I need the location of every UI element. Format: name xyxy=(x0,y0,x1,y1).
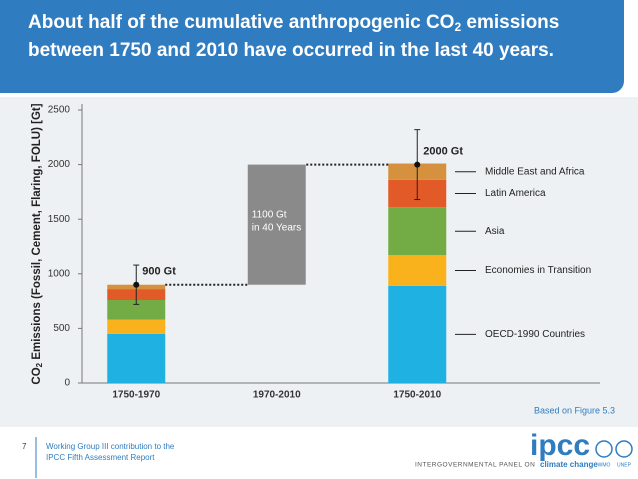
legend-label: OECD-1990 Countries xyxy=(485,329,585,340)
chart-panel xyxy=(0,97,638,427)
emblem-label: UNEP xyxy=(617,462,632,468)
legend-label: Latin America xyxy=(485,188,546,199)
title-subscript: 2 xyxy=(454,20,462,34)
legend-label: Economies in Transition xyxy=(485,265,591,276)
wmo-emblem xyxy=(595,440,613,458)
footer-text: Working Group III contribution to the xyxy=(46,442,175,451)
total-marker xyxy=(414,161,421,168)
y-tick-label: 500 xyxy=(53,323,70,334)
bar-segment xyxy=(107,319,166,334)
title-text: between 1750 and 2010 have occurred in t… xyxy=(28,40,554,61)
y-tick-label: 2000 xyxy=(48,159,71,170)
y-tick-label: 1000 xyxy=(48,268,71,279)
x-tick-label: 1970-2010 xyxy=(253,390,301,401)
unep-emblem xyxy=(615,440,633,458)
total-label: 2000 Gt xyxy=(423,146,463,158)
slide-title: About half of the cumulative anthropogen… xyxy=(28,9,559,65)
source-note: Based on Figure 5.3 xyxy=(534,405,615,415)
total-label: 900 Gt xyxy=(142,266,176,278)
title-text: emissions xyxy=(461,12,560,33)
footer-text: IPCC Fifth Assessment Report xyxy=(46,453,155,462)
bar-segment xyxy=(107,300,166,320)
y-label-text: Emissions (Fossil, Cement, Flaring, FOLU… xyxy=(31,103,43,363)
y-tick-label: 1500 xyxy=(48,214,71,225)
increment-label: 1100 Gt xyxy=(252,210,287,221)
title-text: About half of the cumulative anthropogen… xyxy=(28,12,455,33)
y-tick-label: 0 xyxy=(64,378,70,389)
increment-bar xyxy=(247,164,306,285)
emblem-label: WMO xyxy=(598,462,611,468)
bar-segment xyxy=(388,285,447,383)
y-axis-label: CO2 Emissions (Fossil, Cement, Flaring, … xyxy=(31,103,44,384)
total-marker xyxy=(133,281,140,288)
x-tick-label: 1750-1970 xyxy=(112,390,160,401)
page-number: 7 xyxy=(22,442,27,451)
y-label-text: CO xyxy=(31,367,43,384)
increment-label: in 40 Years xyxy=(252,223,302,234)
legend-label: Middle East and Africa xyxy=(485,166,585,177)
y-label-subscript: 2 xyxy=(35,362,44,367)
bar-segment xyxy=(388,255,447,286)
panel-name: INTERGOVERNMENTAL PANEL ON xyxy=(415,462,535,469)
y-tick-label: 2500 xyxy=(48,105,71,116)
ipcc-logo: ipcc xyxy=(530,429,590,462)
bar-segment xyxy=(107,333,166,383)
bar-segment xyxy=(388,207,447,256)
x-tick-label: 1750-2010 xyxy=(393,390,441,401)
panel-name: climate change xyxy=(540,460,598,469)
legend-label: Asia xyxy=(485,226,505,237)
header-banner: About half of the cumulative anthropogen… xyxy=(0,0,624,93)
